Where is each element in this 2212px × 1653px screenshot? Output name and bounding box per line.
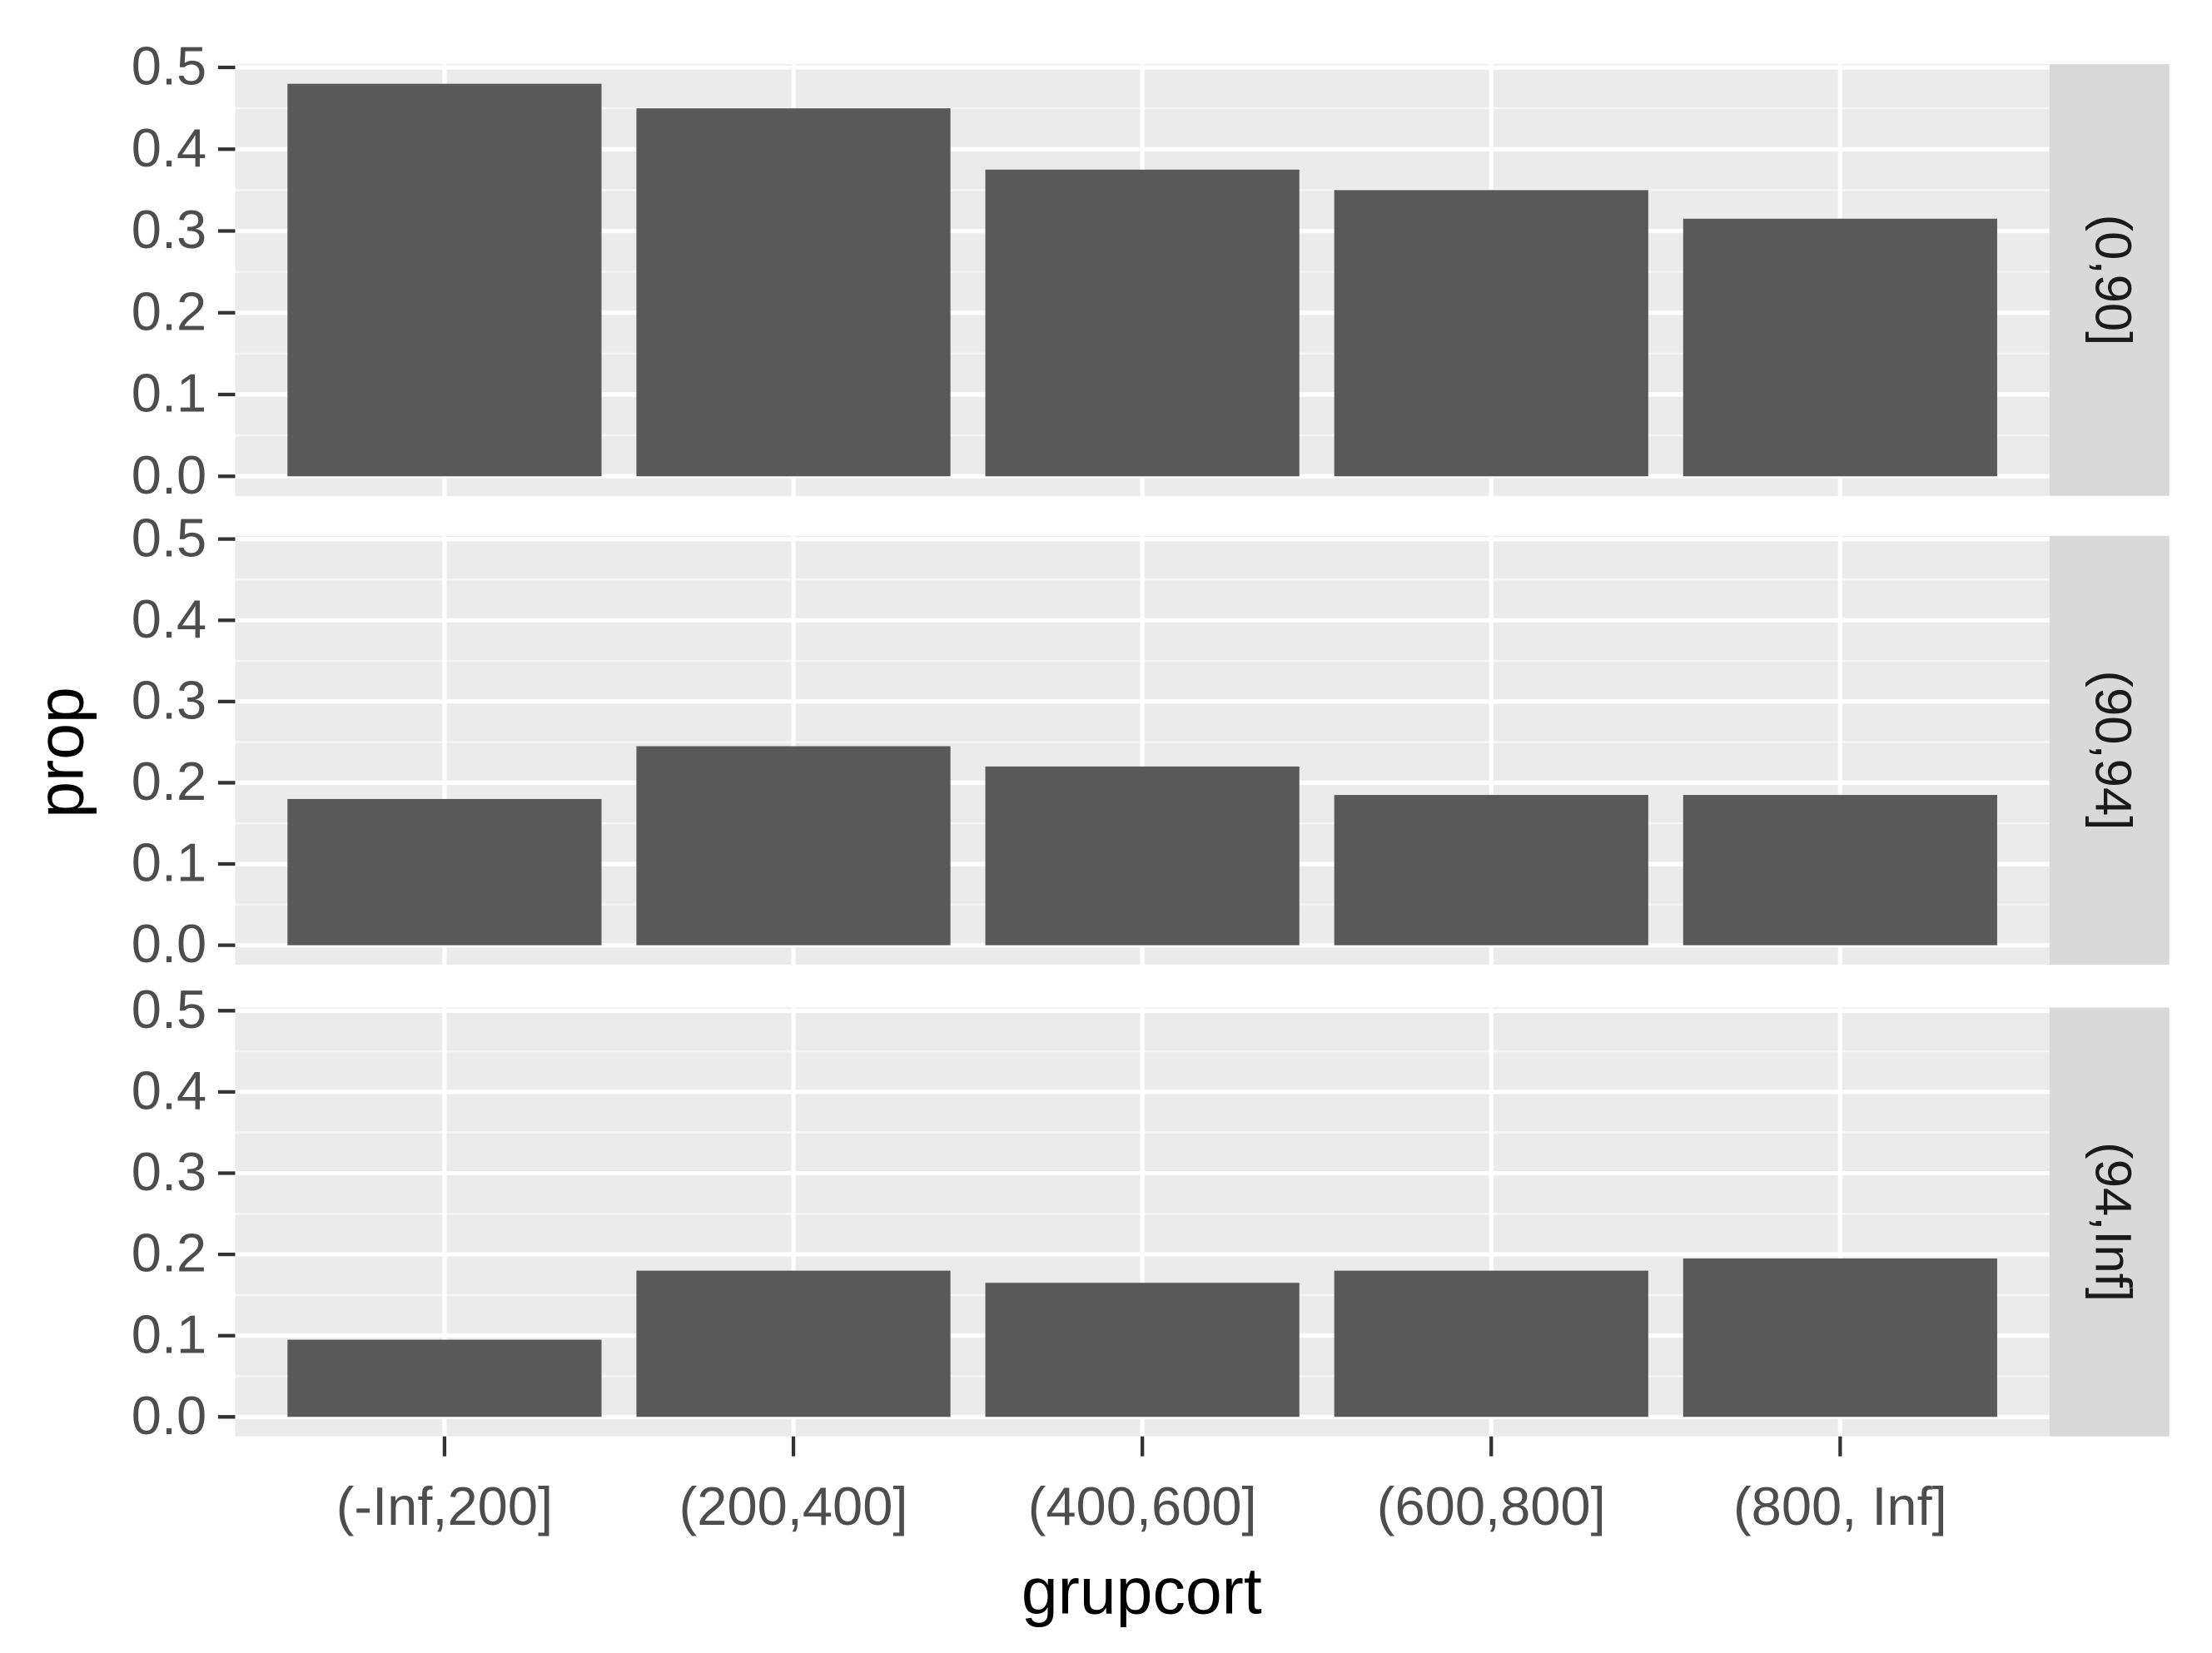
x-tick-label: (200,400] (679, 1476, 908, 1536)
facet-strip (2049, 1007, 2170, 1437)
y-tick-label: 0.0 (132, 913, 206, 974)
bar (287, 798, 602, 946)
y-tick-label: 0.5 (132, 507, 206, 568)
y-axis-title: prop (24, 687, 97, 818)
facet-strip (2049, 64, 2170, 496)
facet-strip (2049, 535, 2170, 965)
bar (636, 108, 951, 477)
bar (287, 83, 602, 477)
y-tick-label: 0.1 (132, 1303, 206, 1364)
y-tick-label: 0.2 (132, 1223, 206, 1283)
bar (1334, 190, 1648, 477)
x-axis-title: grupcort (1021, 1554, 1262, 1627)
bar (1334, 795, 1648, 946)
y-tick-label: 0.0 (132, 1385, 206, 1446)
y-tick-label: 0.4 (132, 117, 206, 178)
y-tick-label: 0.2 (132, 751, 206, 812)
bar (985, 169, 1300, 477)
bar (1683, 795, 1997, 946)
y-tick-label: 0.3 (132, 669, 206, 730)
bar (1683, 1258, 1997, 1417)
bar (1334, 1270, 1648, 1417)
facet-label: (0,90] (2084, 215, 2141, 346)
x-tick-label: (600,800] (1377, 1476, 1606, 1536)
facet-label: (90,94] (2084, 670, 2141, 830)
x-tick-label: (400,600] (1028, 1476, 1257, 1536)
y-tick-label: 0.4 (132, 1060, 206, 1121)
y-tick-label: 0.3 (132, 199, 206, 260)
bar (985, 1283, 1300, 1417)
y-tick-label: 0.2 (132, 280, 206, 341)
y-tick-label: 0.1 (132, 832, 206, 893)
x-tick-label: (800, Inf] (1733, 1476, 1947, 1536)
y-tick-label: 0.3 (132, 1141, 206, 1202)
y-tick-label: 0.1 (132, 363, 206, 424)
facet-label: (94,Inf] (2084, 1142, 2141, 1302)
y-tick-label: 0.5 (132, 979, 206, 1040)
y-tick-label: 0.5 (132, 36, 206, 97)
y-tick-label: 0.4 (132, 588, 206, 649)
bar (636, 1270, 951, 1417)
y-tick-label: 0.0 (132, 444, 206, 505)
bar (1683, 218, 1997, 477)
x-tick-label: (-Inf,200] (336, 1476, 553, 1536)
bar (287, 1339, 602, 1417)
bar (636, 746, 951, 946)
bar (985, 766, 1300, 946)
